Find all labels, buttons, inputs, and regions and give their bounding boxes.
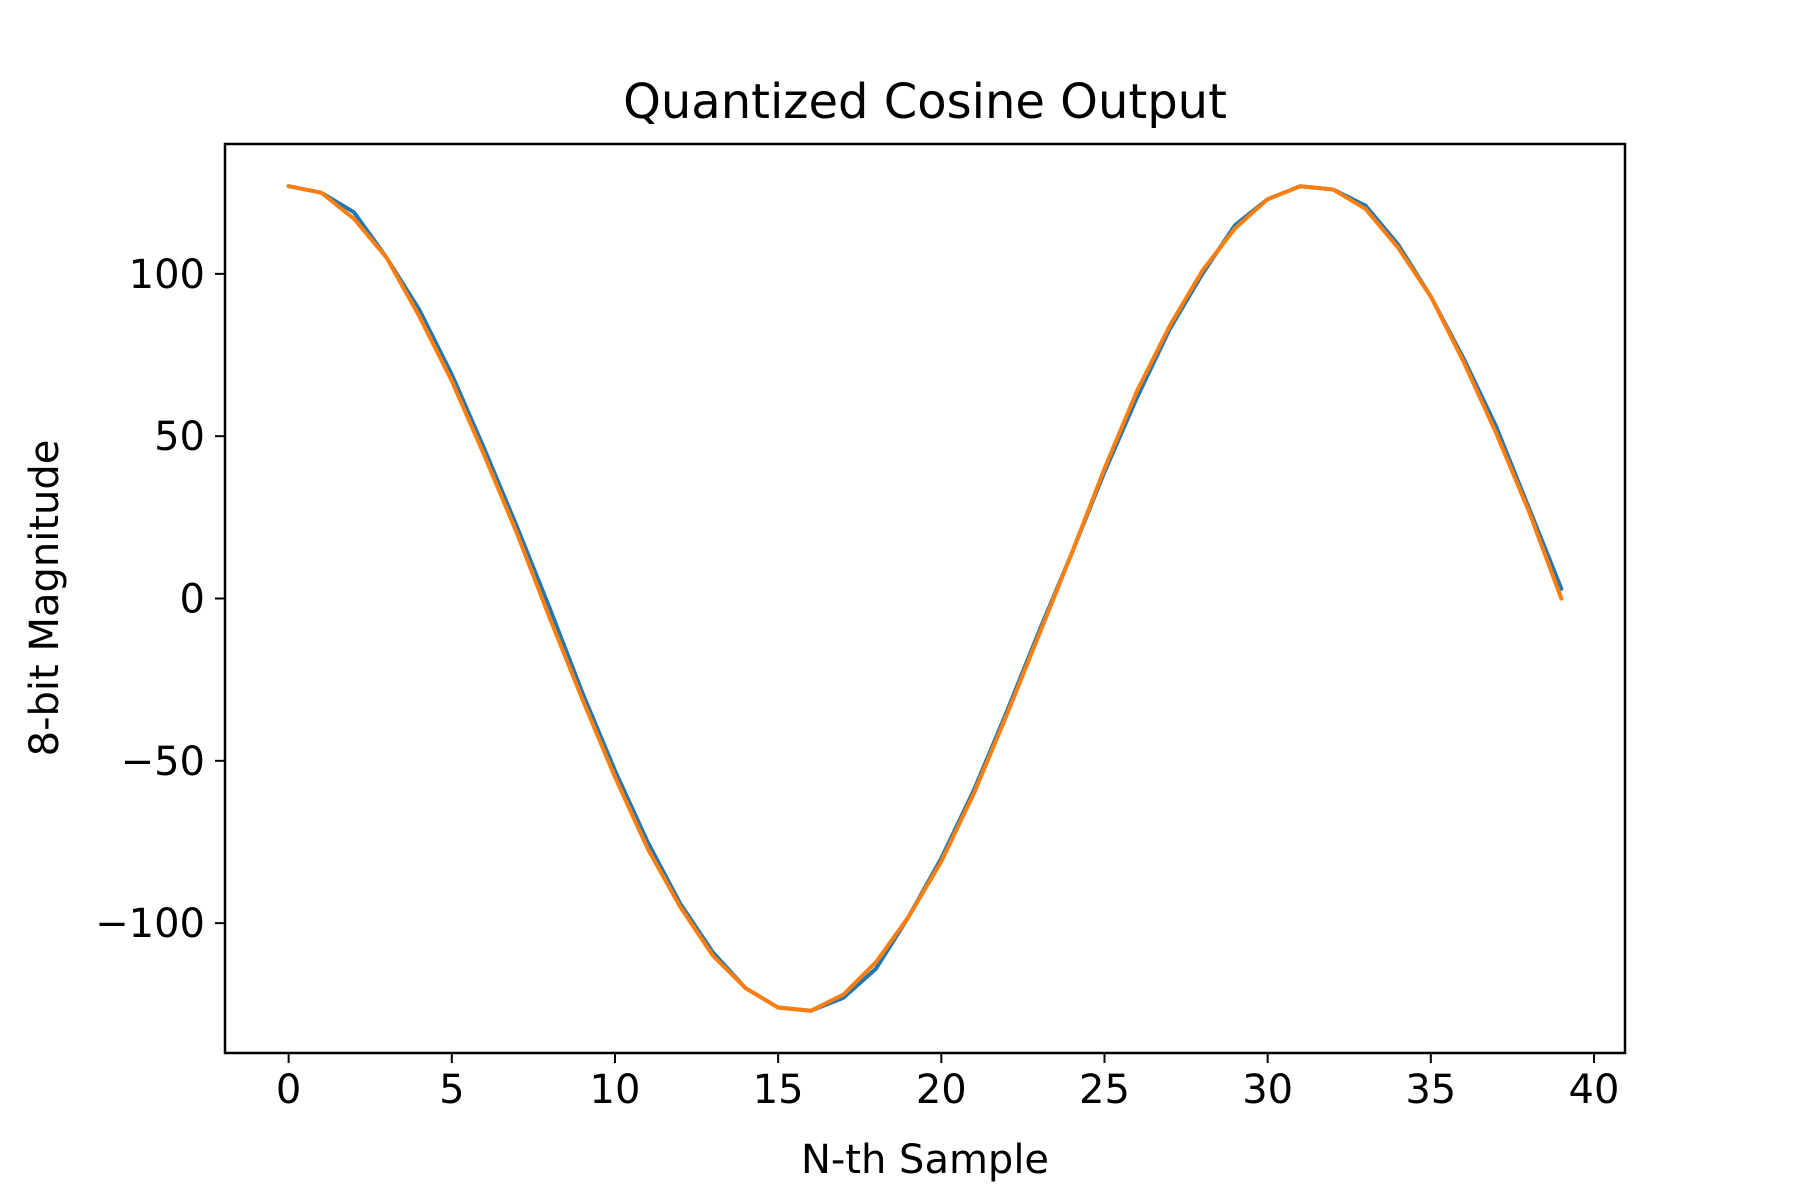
y-tick-label: −50 (121, 739, 205, 785)
y-axis-label: 8-bit Magnitude (22, 440, 68, 757)
y-axis-ticks: 100 50 0 −50 −100 (95, 252, 225, 947)
y-tick-label: 100 (129, 252, 205, 298)
plot-area (225, 144, 1625, 1053)
x-tick-label: 15 (753, 1067, 804, 1113)
y-tick-label: 50 (154, 414, 205, 460)
y-tick-label: −100 (95, 901, 205, 947)
x-tick-label: 25 (1079, 1067, 1130, 1113)
series-line-2 (286, 184, 1564, 1013)
x-tick-label: 35 (1405, 1067, 1456, 1113)
x-tick-label: 30 (1242, 1067, 1293, 1113)
x-tick-label: 10 (590, 1067, 641, 1113)
x-axis-label: N-th Sample (801, 1137, 1049, 1183)
x-tick-label: 0 (276, 1067, 301, 1113)
y-tick-label: 0 (180, 577, 205, 623)
x-tick-label: 20 (916, 1067, 967, 1113)
x-tick-label: 40 (1569, 1067, 1620, 1113)
series-layer (286, 184, 1564, 1013)
x-tick-label: 5 (439, 1067, 464, 1113)
x-axis-ticks: 0 5 10 15 20 25 30 35 40 (276, 1053, 1620, 1113)
chart-title: Quantized Cosine Output (623, 74, 1227, 130)
